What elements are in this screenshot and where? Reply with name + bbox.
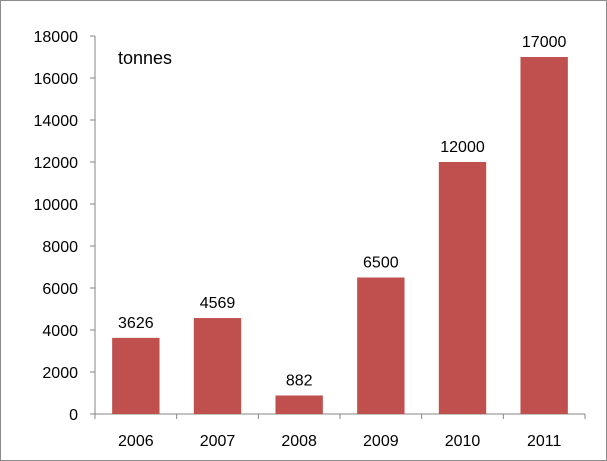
bar-2008 [275,395,323,414]
x-tick-label-2008: 2008 [281,433,317,450]
bars [112,57,568,414]
x-tick-label-2007: 2007 [200,433,236,450]
y-tick-label: 4000 [42,323,78,340]
x-tick-label-2006: 2006 [118,433,154,450]
x-axis: 2006 2007 2008 2009 2010 2011 [90,413,586,450]
bar-2007 [193,318,242,414]
y-tick-label: 10000 [34,197,79,214]
x-tick-label-2009: 2009 [363,433,399,450]
y-tick-label: 18000 [34,29,79,46]
data-label-2010: 12000 [440,139,485,156]
y-axis: 0 2000 4000 6000 8000 10000 12000 14000 16000 180… [34,29,96,424]
unit-annotation: tonnes [118,48,172,68]
x-tick-label-2010: 2010 [445,433,481,450]
y-tick-label: 16000 [34,71,79,88]
x-tick-label-2011: 2011 [527,433,562,450]
data-label-2007: 4569 [200,295,236,312]
data-label-2008: 882 [286,372,313,389]
y-tick-label: 8000 [42,239,78,256]
bar-2010 [438,162,487,414]
y-tick-label: 6000 [42,281,78,298]
data-label-2011: 17000 [522,34,567,51]
data-label-2006: 3626 [118,315,154,332]
y-tick-label: 14000 [34,113,79,130]
data-label-2009: 6500 [363,255,399,272]
y-tick-label: 0 [69,407,78,424]
bar-2006 [112,337,160,414]
bar-2011 [520,57,568,414]
bar-2009 [357,277,405,414]
y-tick-label: 2000 [42,365,78,382]
data-labels: 3626 4569 882 6500 12000 17000 [118,34,566,389]
y-tick-label: 12000 [34,155,79,172]
